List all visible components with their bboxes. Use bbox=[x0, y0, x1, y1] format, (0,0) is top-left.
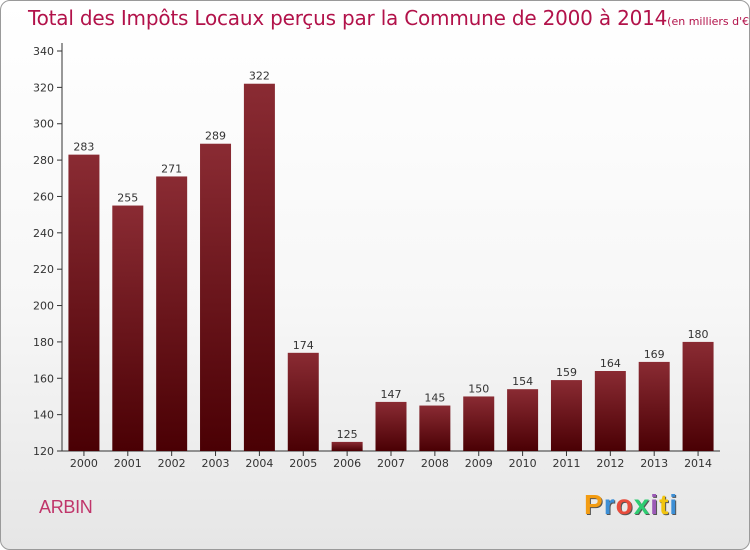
x-tick-label: 2010 bbox=[509, 457, 537, 470]
data-label: 145 bbox=[424, 392, 445, 405]
chart-title: Total des Impôts Locaux perçus par la Co… bbox=[28, 6, 750, 30]
logo-letter: x bbox=[633, 489, 651, 520]
bar bbox=[331, 441, 363, 451]
data-label: 150 bbox=[468, 382, 489, 395]
x-tick-label: 2001 bbox=[114, 457, 142, 470]
data-label: 255 bbox=[117, 192, 138, 205]
y-tick-label: 240 bbox=[33, 227, 54, 240]
data-label: 180 bbox=[688, 328, 709, 341]
bar bbox=[287, 352, 319, 451]
data-label: 125 bbox=[337, 428, 358, 441]
data-label: 154 bbox=[512, 375, 533, 388]
logo-letter: i bbox=[669, 489, 679, 520]
data-label: 147 bbox=[381, 388, 402, 401]
chart-title-unit: (en milliers d'€) bbox=[667, 15, 750, 28]
y-tick-label: 140 bbox=[33, 409, 54, 422]
data-label: 169 bbox=[644, 348, 665, 361]
y-tick-label: 160 bbox=[33, 372, 54, 385]
y-tick-label: 300 bbox=[33, 118, 54, 131]
x-tick-label: 2004 bbox=[245, 457, 273, 470]
y-tick-label: 320 bbox=[33, 81, 54, 94]
logo-letter: P bbox=[584, 489, 604, 520]
bar bbox=[463, 396, 495, 451]
bar bbox=[156, 176, 188, 452]
chart-bars: 283 255 271 289 322 174 125 147 145 150 154 159 164 1… bbox=[68, 70, 714, 452]
data-label: 271 bbox=[161, 162, 182, 175]
logo-letter: r bbox=[603, 489, 616, 520]
x-tick-label: 2007 bbox=[377, 457, 405, 470]
x-tick-label: 2000 bbox=[70, 457, 98, 470]
data-label: 289 bbox=[205, 130, 226, 143]
x-tick-label: 2006 bbox=[333, 457, 361, 470]
bar bbox=[638, 361, 670, 451]
bar bbox=[550, 380, 582, 451]
x-tick-label: 2014 bbox=[684, 457, 712, 470]
y-tick-label: 180 bbox=[33, 336, 54, 349]
data-label: 283 bbox=[73, 141, 94, 154]
y-tick-label: 340 bbox=[33, 45, 54, 58]
bar bbox=[68, 154, 100, 452]
chart-axes: 120 140 160 180 200 220 240 260 280 300 320 340 2000… bbox=[33, 43, 720, 470]
logo-letter: i bbox=[650, 489, 660, 520]
bar bbox=[112, 205, 144, 451]
bar bbox=[682, 341, 714, 451]
x-tick-label: 2013 bbox=[640, 457, 668, 470]
logo-letter: o bbox=[615, 489, 634, 520]
data-label: 174 bbox=[293, 339, 314, 352]
x-tick-label: 2012 bbox=[596, 457, 624, 470]
x-tick-label: 2008 bbox=[421, 457, 449, 470]
y-tick-label: 280 bbox=[33, 154, 54, 167]
data-label: 159 bbox=[556, 366, 577, 379]
chart-title-text: Total des Impôts Locaux perçus par la Co… bbox=[28, 6, 668, 30]
bar bbox=[200, 143, 232, 451]
data-label: 322 bbox=[249, 70, 270, 83]
proxiti-logo: Proxiti bbox=[584, 489, 678, 521]
x-tick-label: 2011 bbox=[552, 457, 580, 470]
data-label: 164 bbox=[600, 357, 621, 370]
x-tick-label: 2009 bbox=[465, 457, 493, 470]
y-tick-label: 260 bbox=[33, 190, 54, 203]
bar bbox=[375, 401, 407, 451]
y-tick-label: 200 bbox=[33, 300, 54, 313]
y-tick-label: 120 bbox=[33, 445, 54, 458]
bar bbox=[507, 389, 539, 451]
commune-name: ARBIN bbox=[39, 497, 93, 517]
bar bbox=[594, 371, 626, 451]
bar bbox=[243, 83, 275, 452]
x-tick-label: 2005 bbox=[289, 457, 317, 470]
logo-letter: t bbox=[659, 489, 670, 520]
y-tick-label: 220 bbox=[33, 263, 54, 276]
x-tick-label: 2002 bbox=[158, 457, 186, 470]
bar bbox=[419, 405, 451, 451]
x-tick-label: 2003 bbox=[202, 457, 230, 470]
